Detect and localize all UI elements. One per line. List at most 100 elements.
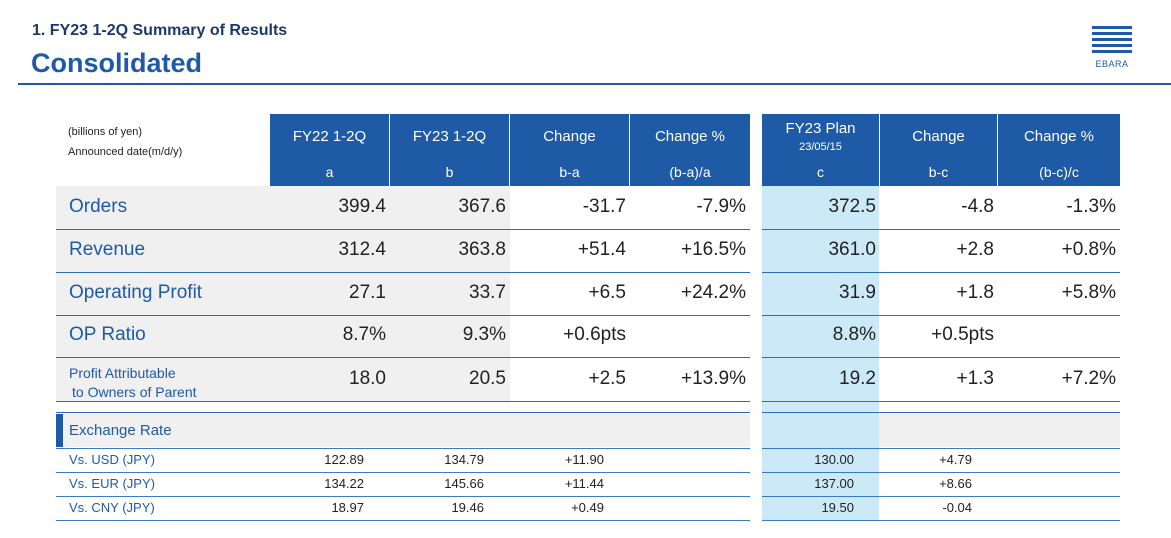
column-header-code: c [817, 164, 824, 180]
table-cell: +2.8 [956, 239, 994, 260]
table-cell: 18.0 [349, 368, 386, 389]
table-cell: 27.1 [349, 282, 386, 303]
column-header-label: FY23 Plan [785, 120, 856, 137]
column-header: Change % (b-a)/a [630, 114, 750, 186]
exchange-cell: 19.50 [821, 500, 854, 515]
table-cell: -31.7 [582, 196, 626, 217]
table-cell: +0.6pts [563, 324, 626, 345]
plan-column-highlight [762, 186, 879, 521]
table-cell: +0.5pts [931, 324, 994, 345]
exchange-cell: +4.79 [939, 452, 972, 467]
column-header-label: FY23 1-2Q [412, 128, 487, 145]
exchange-row-label: Vs. USD (JPY) [69, 452, 155, 467]
column-header-label: Change % [1023, 128, 1095, 145]
exchange-cell: 18.97 [331, 500, 364, 515]
row-divider [762, 472, 1120, 473]
actuals-band [270, 186, 510, 402]
column-header-code: (b-c)/c [1039, 164, 1079, 180]
exchange-header-band-left [56, 414, 750, 447]
column-header-date: 23/05/15 [799, 141, 842, 153]
row-label: Profit Attributable to Owners of Parent [69, 364, 197, 402]
column-header-label: Change [543, 128, 596, 145]
column-header-code: (b-a)/a [669, 164, 711, 180]
exchange-cell: 130.00 [814, 452, 854, 467]
exchange-cell: 122.89 [324, 452, 364, 467]
row-divider [762, 357, 1120, 358]
table-cell: +13.9% [681, 368, 746, 389]
column-header-code: b-a [559, 164, 580, 180]
row-label-line2: to Owners of Parent [72, 384, 197, 400]
exchange-rate-title: Exchange Rate [69, 422, 172, 439]
row-divider [56, 496, 750, 497]
table-cell: +51.4 [577, 239, 626, 260]
table-cell: +1.8 [956, 282, 994, 303]
table-cell: 20.5 [469, 368, 506, 389]
row-divider [762, 520, 1120, 521]
row-divider [762, 229, 1120, 230]
table-cell: -1.3% [1066, 196, 1116, 217]
table-cell: 363.8 [458, 239, 506, 260]
exchange-accent-bar [56, 414, 63, 447]
exchange-cell: 19.46 [451, 500, 484, 515]
table-cell: 31.9 [839, 282, 876, 303]
column-header-code: b [445, 164, 454, 180]
table-cell: 9.3% [462, 324, 506, 345]
title-divider [18, 83, 1171, 85]
row-divider [56, 448, 750, 449]
table-cell: 361.0 [828, 239, 876, 260]
row-divider [762, 401, 1120, 402]
table-cell: +16.5% [681, 239, 746, 260]
table-cell: +7.2% [1061, 368, 1116, 389]
unit-labels: (billions of yen) Announced date(m/d/y) [68, 122, 182, 162]
row-label-line1: Profit Attributable [69, 365, 176, 381]
column-header: Change b-a [510, 114, 629, 186]
column-header-label: FY22 1-2Q [292, 128, 367, 145]
row-divider [56, 401, 750, 402]
column-header-label: Change [912, 128, 965, 145]
table-cell: 372.5 [828, 196, 876, 217]
column-header: Change b-c [880, 114, 997, 186]
table-cell: +1.3 [956, 368, 994, 389]
row-divider [56, 315, 750, 316]
table-cell: +2.5 [588, 368, 626, 389]
row-divider [762, 496, 1120, 497]
row-divider [762, 315, 1120, 316]
table-cell: +6.5 [588, 282, 626, 303]
column-header: FY23 1-2Q b [390, 114, 509, 186]
table-cell: 8.8% [832, 324, 876, 345]
label-column-band [56, 186, 270, 402]
row-divider [56, 272, 750, 273]
row-divider [56, 412, 750, 413]
table-cell: 33.7 [469, 282, 506, 303]
row-divider [56, 357, 750, 358]
exchange-cell: 145.66 [444, 476, 484, 491]
logo-text: EBARA [1095, 59, 1129, 69]
exchange-cell: 134.79 [444, 452, 484, 467]
table-cell: +0.8% [1061, 239, 1116, 260]
table-cell: 399.4 [338, 196, 386, 217]
column-header-code: b-c [928, 164, 949, 180]
exchange-cell: +11.90 [564, 452, 604, 467]
table-cell: +24.2% [681, 282, 746, 303]
table-cell: -7.9% [696, 196, 746, 217]
unit-label: (billions of yen) [68, 126, 142, 138]
table-cell: 367.6 [458, 196, 506, 217]
section-title: 1. FY23 1-2Q Summary of Results [32, 22, 288, 39]
page-title: Consolidated [31, 48, 203, 78]
exchange-cell: +11.44 [564, 476, 604, 491]
exchange-cell: +0.49 [571, 500, 604, 515]
row-divider [762, 272, 1120, 273]
table-cell: +5.8% [1061, 282, 1116, 303]
column-header-code: a [325, 164, 334, 180]
table-cell: -4.8 [961, 196, 994, 217]
table-cell: 8.7% [342, 324, 386, 345]
row-divider [56, 229, 750, 230]
exchange-cell: 137.00 [814, 476, 854, 491]
table-cell: 312.4 [338, 239, 386, 260]
exchange-cell: -0.04 [942, 500, 972, 515]
table-cell: 19.2 [839, 368, 876, 389]
row-divider [762, 448, 1120, 449]
exchange-row-label: Vs. CNY (JPY) [69, 500, 155, 515]
row-divider [762, 412, 1120, 413]
column-header-label: Change % [654, 128, 726, 145]
